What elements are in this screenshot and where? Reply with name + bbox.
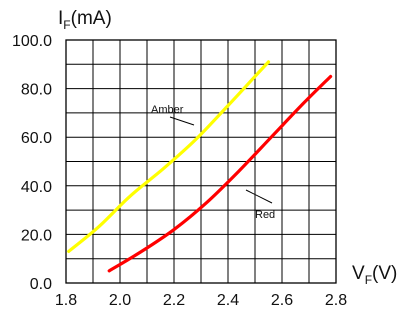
x-tick-label: 2.4 — [217, 292, 239, 309]
red-leader-line — [245, 189, 273, 204]
x-tick-label: 2.2 — [163, 292, 185, 309]
y-tick-label: 80.0 — [21, 82, 52, 99]
axes — [65, 39, 337, 284]
series-line-red — [107, 74, 333, 273]
plot-frame — [65, 39, 337, 284]
y-tick-label: 40.0 — [21, 179, 52, 196]
y-tick-label: 0.0 — [30, 276, 52, 293]
x-tick-label: 2.8 — [325, 292, 347, 309]
grid — [66, 40, 336, 283]
y-tick-label: 100.0 — [12, 33, 52, 50]
series-line-amber — [67, 60, 271, 254]
y-axis-title: IF(mA) — [58, 8, 112, 32]
y-tick-label: 20.0 — [21, 227, 52, 244]
x-tick-label: 1.8 — [55, 292, 77, 309]
series-label-red: Red — [255, 209, 275, 221]
x-tick-label: 2.6 — [271, 292, 293, 309]
x-tick-label: 2.0 — [109, 292, 131, 309]
y-tick-label: 60.0 — [21, 130, 52, 147]
x-axis-title: VF(V) — [352, 263, 397, 287]
series-label-amber: Amber — [151, 104, 184, 116]
labels: 0.0 20.0 40.0 60.0 80.0 100.0 1.8 2.0 2.2 2.4 2.6 2… — [12, 8, 397, 309]
amber-leader-line — [169, 116, 195, 126]
series-lines — [67, 60, 333, 273]
